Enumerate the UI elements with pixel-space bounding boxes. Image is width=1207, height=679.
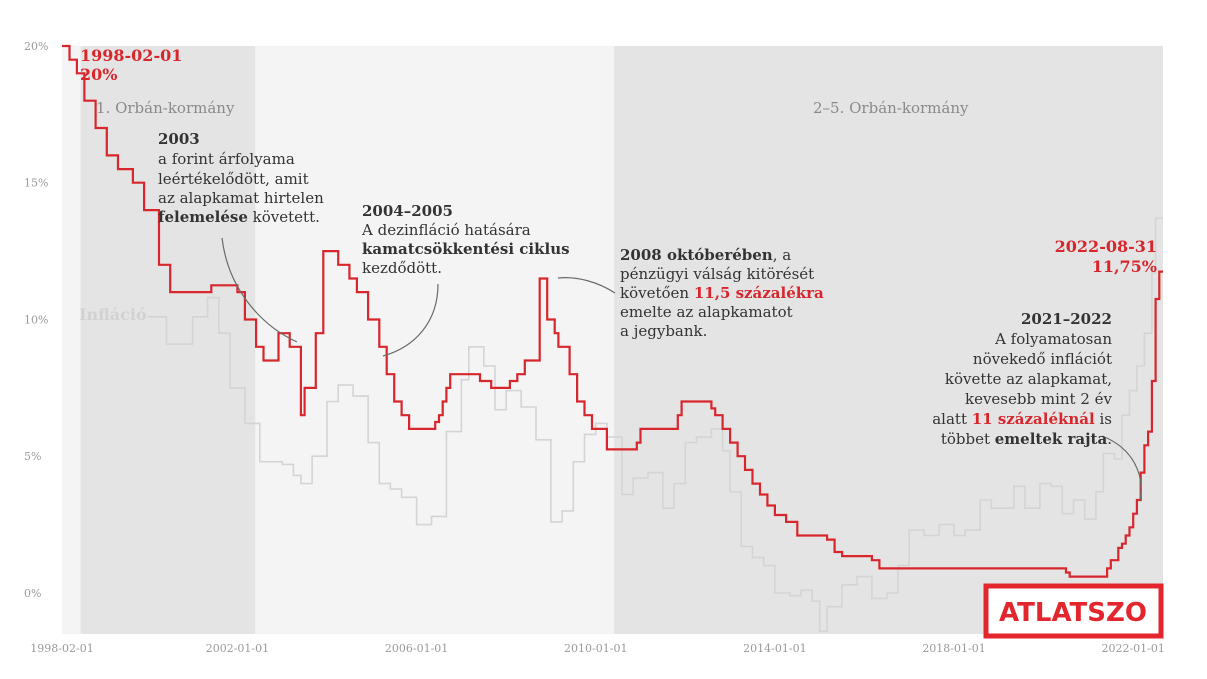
government-bands [80, 46, 1163, 634]
y-tick-label: 5% [24, 450, 41, 463]
annotation-2003-bold: felemelése [158, 208, 248, 226]
annotation-2021-line: növekedő inflációt [973, 350, 1112, 368]
annotation-2003: 2003 a forint árfolyama leértékelődött, … [158, 130, 324, 226]
annotation-2021-2022: 2021–2022 A folyamatosan növekedő inflác… [932, 310, 1112, 448]
x-tick-label: 2022-01-01 [1101, 642, 1164, 655]
connector-2003 [221, 237, 298, 343]
annotation-2008-line: pénzügyi válság kitörését [620, 265, 814, 283]
government-band [614, 46, 1163, 634]
annotation-2008-line: emelte az alapkamatot [620, 303, 793, 321]
government-band [80, 46, 256, 634]
annotation-2003-line: felemelése követett. [158, 208, 320, 226]
annotation-2021-pre: többet [941, 430, 995, 448]
annotation-2021-line: kevesebb mint 2 év [965, 390, 1113, 408]
logo-text: ATLATSZO [999, 598, 1147, 628]
start-value-label: 20% [80, 65, 117, 84]
x-tick-label: 2010-01-01 [564, 642, 627, 655]
annotation-2003-line: a forint árfolyama [158, 150, 295, 168]
annotation-2008-red: 11,5 százalékra [694, 284, 824, 302]
annotation-2021-line: alatt 11 százaléknál is [932, 410, 1112, 428]
series-line-alapkamat [62, 44, 1163, 578]
x-tick-label: 2002-01-01 [206, 642, 269, 655]
annotation-2021-pre: alatt [932, 410, 972, 428]
annotation-2021-post: . [1107, 430, 1112, 448]
annotation-2003-line: az alapkamat hirtelen [158, 189, 324, 207]
x-tick-label: 1998-02-01 [30, 642, 93, 655]
x-tick-label: 2006-01-01 [385, 642, 448, 655]
annotation-2021-red: 11 százaléknál [972, 410, 1095, 428]
logo-frame [983, 583, 1164, 639]
annotation-2004-line: kezdődött. [362, 259, 442, 277]
connector-2008 [557, 277, 616, 294]
annotation-2021-line: többet emeltek rajta. [941, 430, 1112, 448]
annotation-2004-line: A dezinfláció hatására [361, 221, 531, 239]
annotation-2004-2005: 2004–2005 A dezinfláció hatására kamatcs… [361, 202, 570, 277]
x-tick-label: 2018-01-01 [922, 642, 985, 655]
x-axis: 1998-02-01 2002-01-01 2006-01-01 2010-01-01… [30, 642, 1165, 655]
x-tick-label: 2014-01-01 [743, 642, 806, 655]
end-value-label: 11,75% [1092, 257, 1157, 276]
series-line-inflacio [147, 217, 1163, 633]
annotation-2004-bold-line: kamatcsökkentési ciklus [362, 240, 570, 258]
annotation-2003-rest: követett. [248, 208, 320, 226]
annotation-2008-pre: követően [620, 284, 694, 302]
annotation-2008-head-bold: 2008 októberében [620, 246, 773, 264]
end-date-label: 2022-08-31 [1055, 237, 1157, 256]
start-date-label: 1998-02-01 [80, 46, 182, 65]
annotation-2021-line: A folyamatosan [994, 330, 1112, 348]
connector-2004-2005 [382, 283, 439, 357]
y-tick-label: 10% [24, 313, 48, 326]
y-tick-label: 15% [24, 177, 48, 190]
annotation-2004-heading: 2004–2005 [362, 202, 453, 220]
annotation-2003-heading: 2003 [158, 130, 200, 148]
y-axis: 0% 5% 10% 15% 20% [24, 40, 48, 600]
annotation-2008-head-rest: , a [773, 246, 792, 264]
annotation-2003-line: leértékelődött, amit [158, 170, 309, 188]
annotation-2008-line: követően 11,5 százalékra [620, 284, 824, 302]
annotation-2021-heading: 2021–2022 [1021, 310, 1112, 328]
connector-2021-2022 [1101, 435, 1142, 501]
annotation-2008-heading: 2008 októberében, a [620, 246, 791, 264]
series-label-inflacio: Infláció [79, 305, 147, 324]
band-label-orban-2-5: 2–5. Orbán-kormány [813, 99, 969, 117]
annotation-2008: 2008 októberében, a pénzügyi válság kitö… [620, 246, 824, 340]
annotation-2021-line: követte az alapkamat, [945, 370, 1112, 388]
band-label-orban-1: 1. Orbán-kormány [96, 99, 235, 117]
annotation-2021-post: is [1095, 410, 1112, 428]
y-tick-label: 0% [24, 587, 41, 600]
y-tick-label: 20% [24, 40, 48, 53]
atlatszo-logo: ATLATSZO [983, 583, 1164, 639]
annotation-2008-line: a jegybank. [620, 322, 707, 340]
annotation-2021-bold: emeltek rajta [995, 430, 1108, 448]
